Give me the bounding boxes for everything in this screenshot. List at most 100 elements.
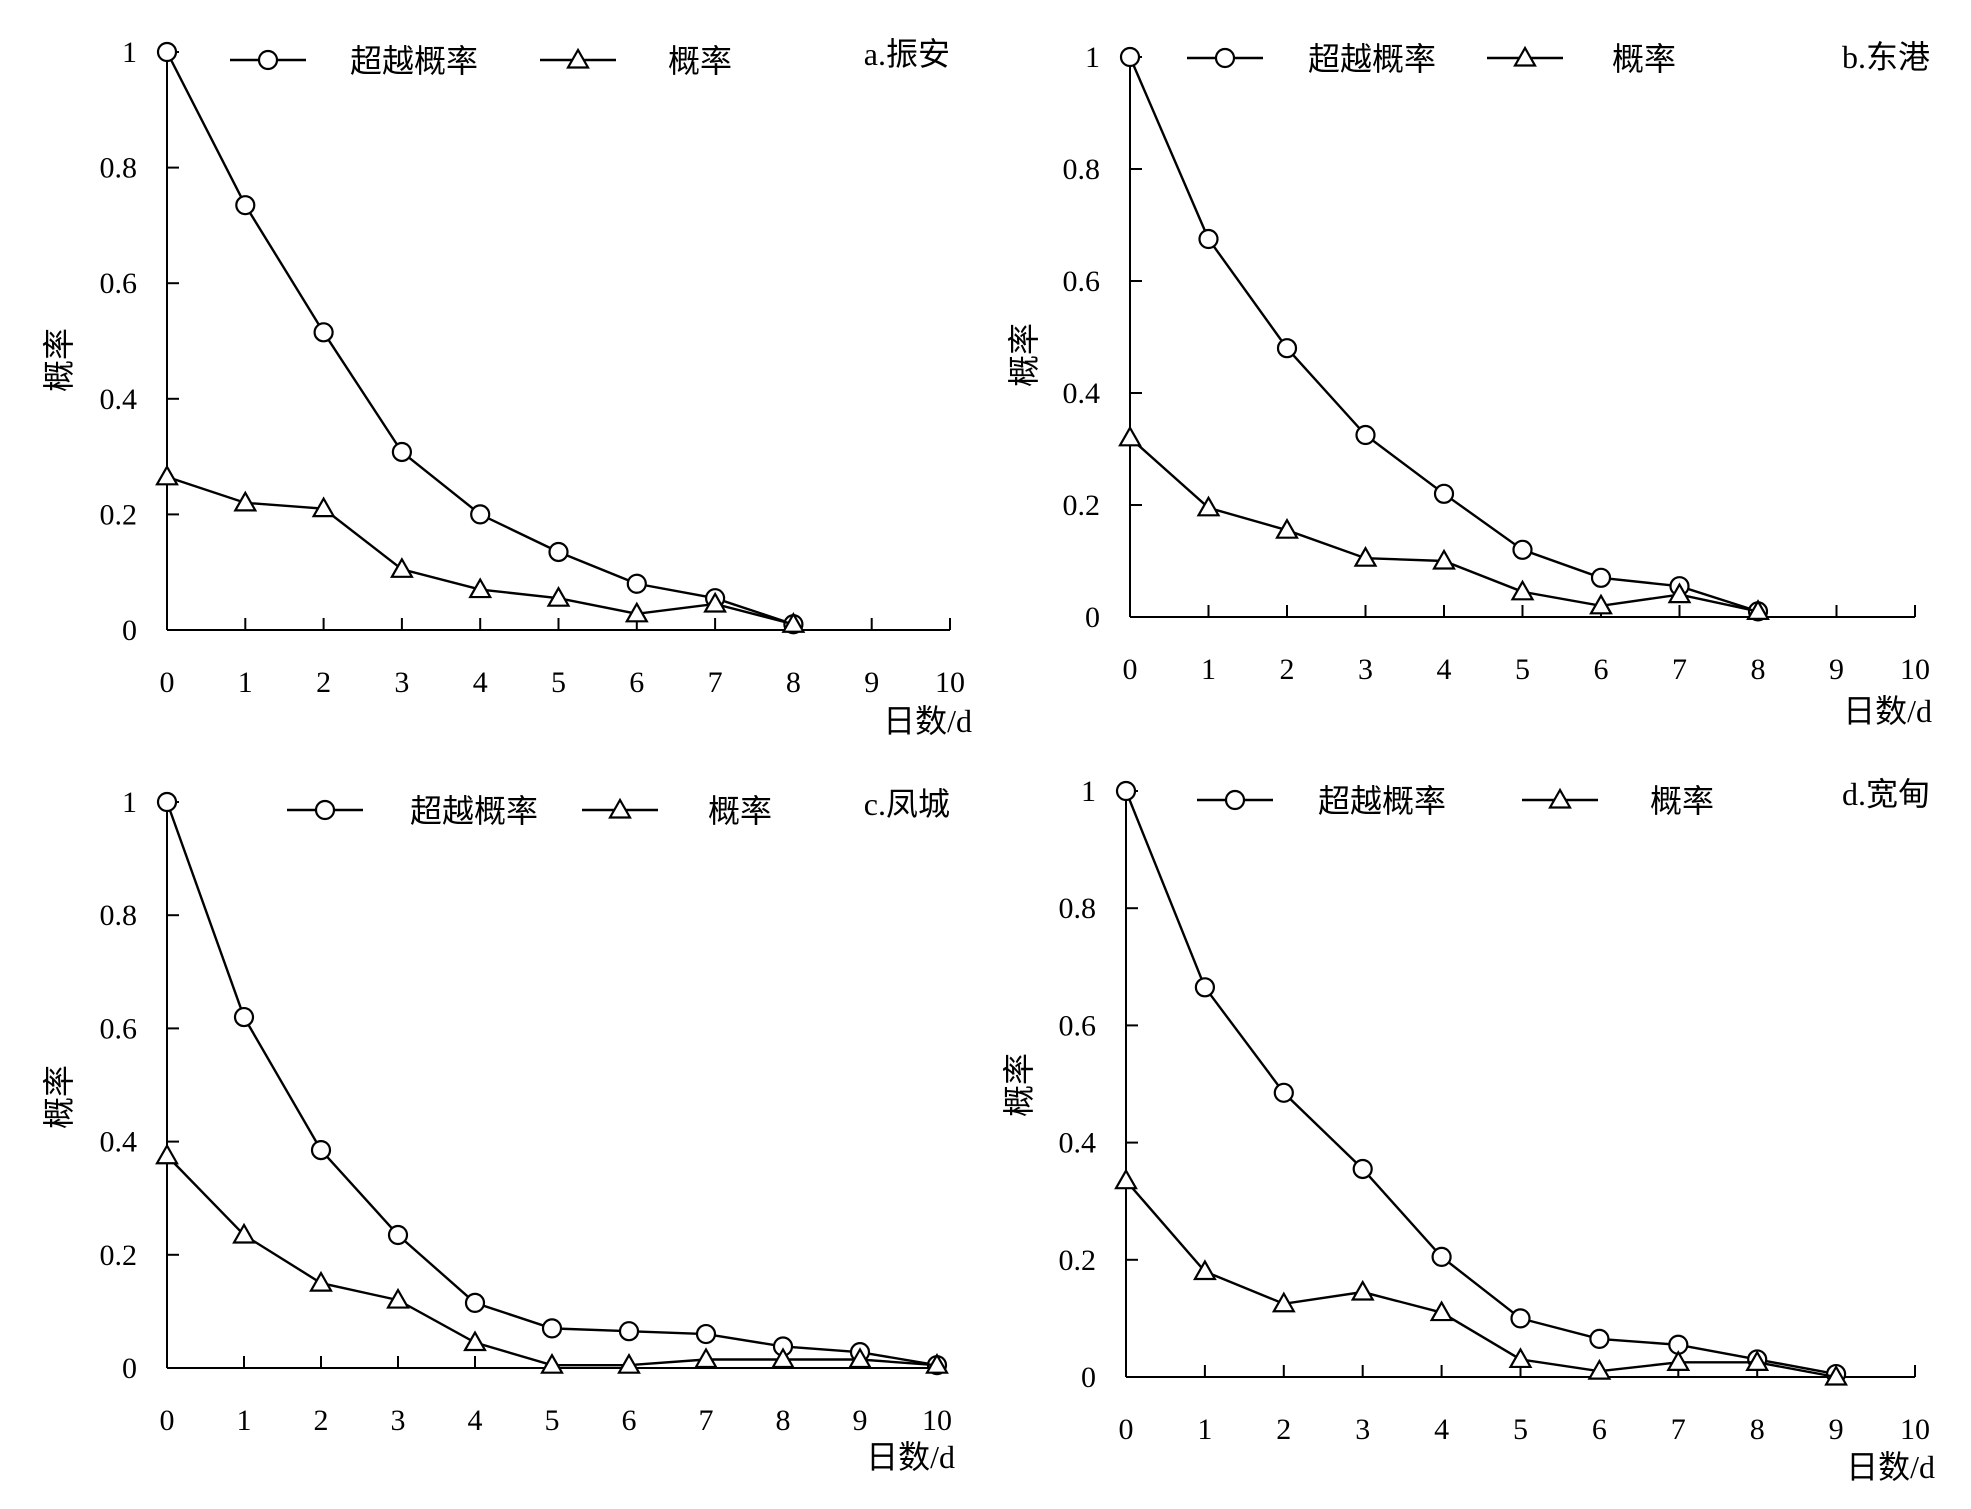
- x-tick-label: 4: [473, 666, 488, 699]
- data-point: [233, 490, 258, 512]
- y-tick-label: 0.6: [1059, 1009, 1097, 1042]
- x-axis-label: 日数/d: [1843, 693, 1932, 729]
- legend-label: 概率: [708, 793, 772, 829]
- legend: 超越概率 概率: [1197, 783, 1714, 819]
- series-probability: [155, 1143, 949, 1374]
- data-point: [386, 1287, 410, 1309]
- data-point: [1350, 1279, 1375, 1301]
- y-tick-label: 0: [1081, 1361, 1096, 1394]
- data-point: [1508, 1347, 1533, 1369]
- data-point: [1433, 483, 1455, 504]
- data-point: [1429, 1300, 1454, 1322]
- data-point: [1352, 1158, 1373, 1180]
- data-point: [464, 1292, 486, 1314]
- x-tick-label: 9: [1829, 653, 1844, 686]
- x-tick-label: 4: [468, 1404, 483, 1437]
- data-point: [1355, 424, 1376, 446]
- legend-label: 概率: [1650, 783, 1714, 819]
- data-point: [541, 1318, 563, 1339]
- data-point: [309, 1270, 333, 1292]
- data-point: [1194, 977, 1216, 998]
- panel-label: b.东港: [1842, 39, 1930, 75]
- data-point: [848, 1347, 872, 1369]
- legend-marker-circle: [1224, 789, 1246, 811]
- series-exceedance: [156, 41, 804, 635]
- y-tick-label: 0: [122, 614, 137, 647]
- chart-panel-2: 0 1 2 3 4 5 6 7 8 9 10 0 0.2 0.4 0.6 0.8 1 日数/d 概率 c.凤城 超越概率…: [41, 786, 955, 1475]
- data-point: [1353, 545, 1378, 567]
- data-point: [1745, 1350, 1770, 1371]
- legend-marker-triangle: [608, 797, 632, 819]
- series-line: [1125, 1179, 1837, 1379]
- series-line: [166, 475, 794, 626]
- legend-marker-triangle: [566, 47, 590, 69]
- legend: 超越概率 概率: [1187, 41, 1676, 77]
- legend-label: 超越概率: [1318, 783, 1446, 819]
- chart-panel-1: 0 1 2 3 4 5 6 7 8 9 10 0 0.2 0.4 0.6 0.8 1 日数/d 概率 b.东港 超越概率…: [1006, 39, 1932, 729]
- data-point: [1431, 1246, 1452, 1267]
- x-tick-label: 8: [776, 1404, 791, 1437]
- legend-label: 超越概率: [410, 793, 538, 829]
- y-tick-label: 0.8: [1059, 892, 1097, 925]
- data-point: [1587, 1358, 1612, 1380]
- y-tick-label: 0.8: [100, 899, 138, 932]
- x-tick-label: 7: [708, 666, 723, 699]
- data-point: [155, 1143, 179, 1165]
- data-point: [618, 1321, 640, 1342]
- data-point: [390, 557, 414, 578]
- y-tick-label: 1: [1085, 41, 1100, 74]
- data-point: [548, 541, 569, 563]
- y-tick-label: 0.2: [100, 1239, 138, 1272]
- x-tick-label: 5: [551, 666, 566, 699]
- x-tick-label: 8: [1750, 1413, 1765, 1446]
- x-tick-label: 3: [394, 666, 409, 699]
- data-point: [771, 1347, 795, 1369]
- data-point: [626, 573, 647, 594]
- x-tick-label: 3: [391, 1404, 406, 1437]
- x-tick-label: 8: [1751, 653, 1766, 686]
- x-axis-label: 日数/d: [1846, 1449, 1935, 1485]
- data-point: [1589, 1328, 1610, 1350]
- data-point: [1118, 425, 1142, 447]
- legend-marker-circle: [314, 799, 336, 821]
- data-point: [156, 41, 178, 63]
- x-tick-label: 9: [1829, 1413, 1844, 1446]
- data-point: [1512, 539, 1533, 560]
- y-tick-label: 0.2: [1059, 1244, 1097, 1277]
- y-tick-label: 0.6: [100, 1012, 138, 1045]
- legend-label: 超越概率: [350, 43, 478, 79]
- data-point: [233, 1006, 255, 1028]
- y-tick-label: 0.2: [1063, 489, 1101, 522]
- y-tick-label: 0: [122, 1352, 137, 1385]
- x-tick-label: 4: [1434, 1413, 1449, 1446]
- series-exceedance: [156, 791, 948, 1376]
- data-point: [1510, 1308, 1531, 1329]
- data-point: [463, 1330, 487, 1352]
- x-tick-label: 4: [1437, 653, 1452, 686]
- data-point: [1115, 780, 1137, 802]
- legend-label: 概率: [668, 43, 732, 79]
- data-point: [695, 1323, 717, 1345]
- y-tick-label: 0: [1085, 601, 1100, 634]
- y-tick-label: 0.4: [1059, 1127, 1097, 1160]
- data-point: [925, 1352, 949, 1374]
- y-tick-label: 0.2: [100, 498, 138, 531]
- y-tick-label: 0.8: [1063, 153, 1101, 186]
- x-tick-label: 3: [1355, 1413, 1370, 1446]
- x-tick-label: 6: [622, 1404, 637, 1437]
- data-point: [1824, 1364, 1848, 1386]
- x-tick-label: 5: [1513, 1413, 1528, 1446]
- panel-label: c.凤城: [864, 786, 950, 822]
- legend-marker-triangle: [1548, 787, 1572, 809]
- data-point: [1276, 338, 1298, 359]
- x-tick-label: 6: [1592, 1413, 1607, 1446]
- data-point: [311, 496, 336, 518]
- data-point: [1510, 579, 1535, 601]
- series-probability: [1118, 425, 1770, 621]
- x-tick-label: 10: [922, 1404, 952, 1437]
- x-tick-label: 0: [160, 1404, 175, 1437]
- legend-marker-triangle: [1513, 45, 1537, 67]
- data-point: [391, 441, 412, 463]
- x-tick-label: 7: [1671, 1413, 1686, 1446]
